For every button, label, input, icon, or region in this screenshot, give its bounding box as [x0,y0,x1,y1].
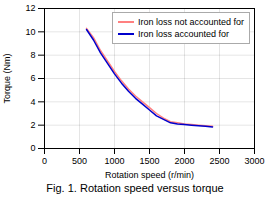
svg-text:Rotation speed (r/min): Rotation speed (r/min) [105,170,194,180]
html-text:Iron loss accounted for: Iron loss accounted for [137,29,229,39]
svg-text:4: 4 [30,97,35,107]
svg-text:8: 8 [30,50,35,60]
svg-text:1500: 1500 [139,156,159,166]
svg-text:1000: 1000 [104,156,124,166]
svg-text:2500: 2500 [209,156,229,166]
svg-text:2000: 2000 [174,156,194,166]
svg-text:2: 2 [30,120,35,130]
svg-text:10: 10 [25,27,35,37]
svg-text:0: 0 [30,143,35,153]
svg-text:500: 500 [72,156,87,166]
html-text:Iron loss not accounted for: Iron loss not accounted for [137,17,244,27]
svg-text:Torque (Nm): Torque (Nm) [2,53,12,103]
svg-text:0: 0 [42,156,47,166]
svg-text:12: 12 [25,3,35,13]
html-text:Fig. 1. Rotation speed versus: Fig. 1. Rotation speed versus torque [46,182,224,194]
svg-text:3000: 3000 [244,156,264,166]
svg-text:6: 6 [30,73,35,83]
